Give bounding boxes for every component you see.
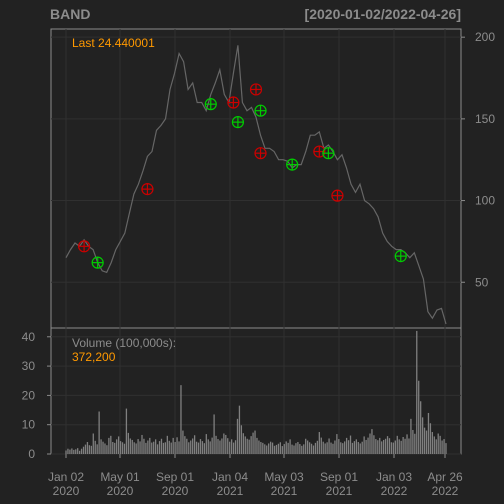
buy-marker	[231, 116, 245, 129]
buy-marker	[286, 158, 299, 171]
x-tick-label-month: Jan 02	[48, 470, 84, 484]
x-tick-label-year: 2021	[217, 484, 244, 498]
x-tick-label-month: Sep 01	[320, 470, 358, 484]
grid-lines	[51, 29, 461, 455]
volume-title: Volume (100,000s):	[72, 336, 176, 350]
volume-y-tick-label: 0	[28, 447, 35, 461]
price-y-tick-label: 50	[475, 275, 489, 289]
volume-last-value: 372,200	[72, 350, 116, 364]
volume-y-tick-label: 30	[22, 359, 36, 373]
x-tick-label-month: Jan 04	[212, 470, 248, 484]
x-tick-label-month: May 01	[100, 470, 140, 484]
x-tick-label-year: 2022	[432, 484, 459, 498]
price-y-axis: 50 100 150 200	[461, 30, 495, 289]
sell-marker	[331, 189, 344, 202]
x-tick-label-year: 2020	[53, 484, 80, 498]
sell-marker	[77, 240, 91, 253]
x-tick-label-month: May 03	[264, 470, 304, 484]
price-panel-frame	[50, 28, 462, 329]
x-tick-label-year: 2021	[271, 484, 298, 498]
sell-marker	[254, 147, 267, 160]
volume-y-axis: 0 10 20 30 40	[22, 330, 51, 461]
x-tick-label-year: 2020	[107, 484, 134, 498]
trade-markers	[77, 83, 407, 269]
volume-y-tick-label: 20	[22, 388, 36, 402]
chart-date-range: [2020-01-02/2022-04-26]	[305, 6, 461, 22]
price-y-tick-label: 150	[475, 112, 495, 126]
last-price-label: Last 24.440001	[72, 36, 155, 50]
sell-marker	[249, 83, 263, 96]
buy-marker	[322, 147, 335, 160]
buy-marker	[91, 256, 104, 269]
sell-marker	[227, 96, 240, 109]
buy-marker	[254, 104, 267, 117]
buy-marker	[394, 250, 407, 263]
x-tick-label-month: Jan 03	[376, 470, 412, 484]
chart-symbol-title: BAND	[50, 6, 90, 22]
x-tick-label-year: 2022	[381, 484, 408, 498]
volume-y-tick-label: 10	[22, 418, 36, 432]
volume-y-tick-label: 40	[22, 330, 36, 344]
x-tick-label-month: Apr 26	[427, 470, 463, 484]
price-series-line	[65, 45, 447, 325]
buy-marker	[204, 98, 217, 111]
x-tick-label-year: 2020	[162, 484, 189, 498]
volume-bars	[65, 330, 447, 454]
price-y-tick-label: 100	[475, 194, 495, 208]
price-y-tick-label: 200	[475, 30, 495, 44]
x-tick-label-month: Sep 01	[156, 470, 194, 484]
sell-marker	[141, 183, 154, 196]
x-tick-label-year: 2021	[326, 484, 353, 498]
